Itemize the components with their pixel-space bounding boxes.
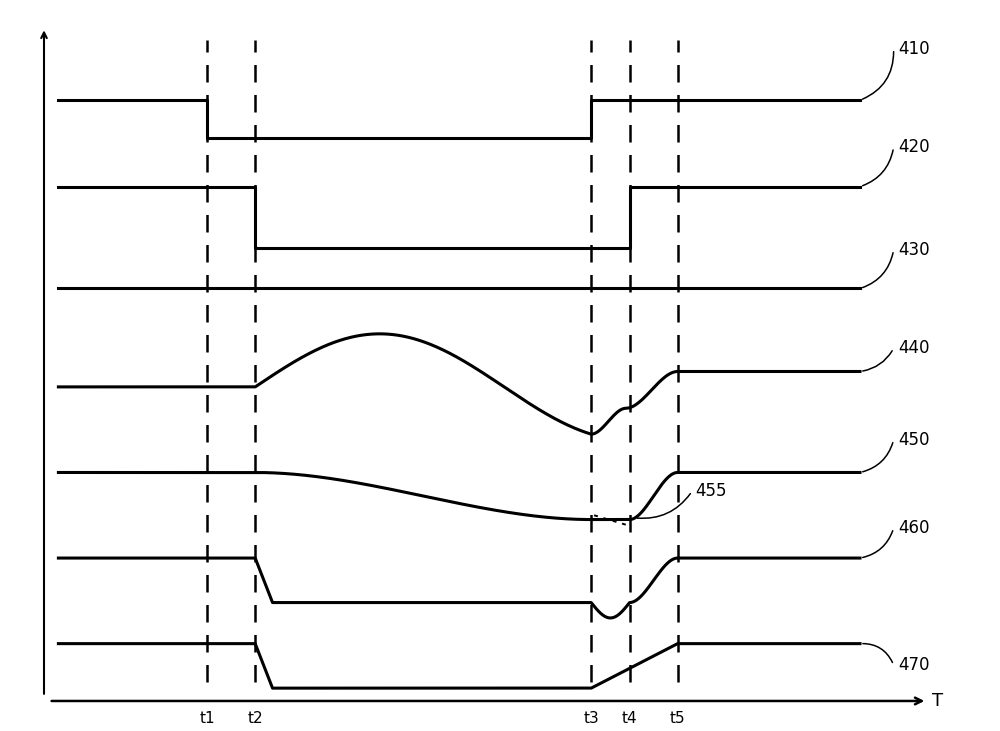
Text: 440: 440 [898,339,930,357]
Text: t4: t4 [622,711,637,726]
Text: t5: t5 [670,711,685,726]
Text: 460: 460 [898,519,930,537]
Text: 410: 410 [898,40,930,58]
Text: t2: t2 [247,711,263,726]
Text: 430: 430 [898,241,930,259]
Text: 420: 420 [898,138,930,156]
Text: t3: t3 [583,711,599,726]
Text: 470: 470 [898,656,930,674]
Text: T: T [932,692,943,710]
Text: t1: t1 [199,711,215,726]
Text: 450: 450 [898,431,930,449]
Text: 455: 455 [695,482,726,500]
